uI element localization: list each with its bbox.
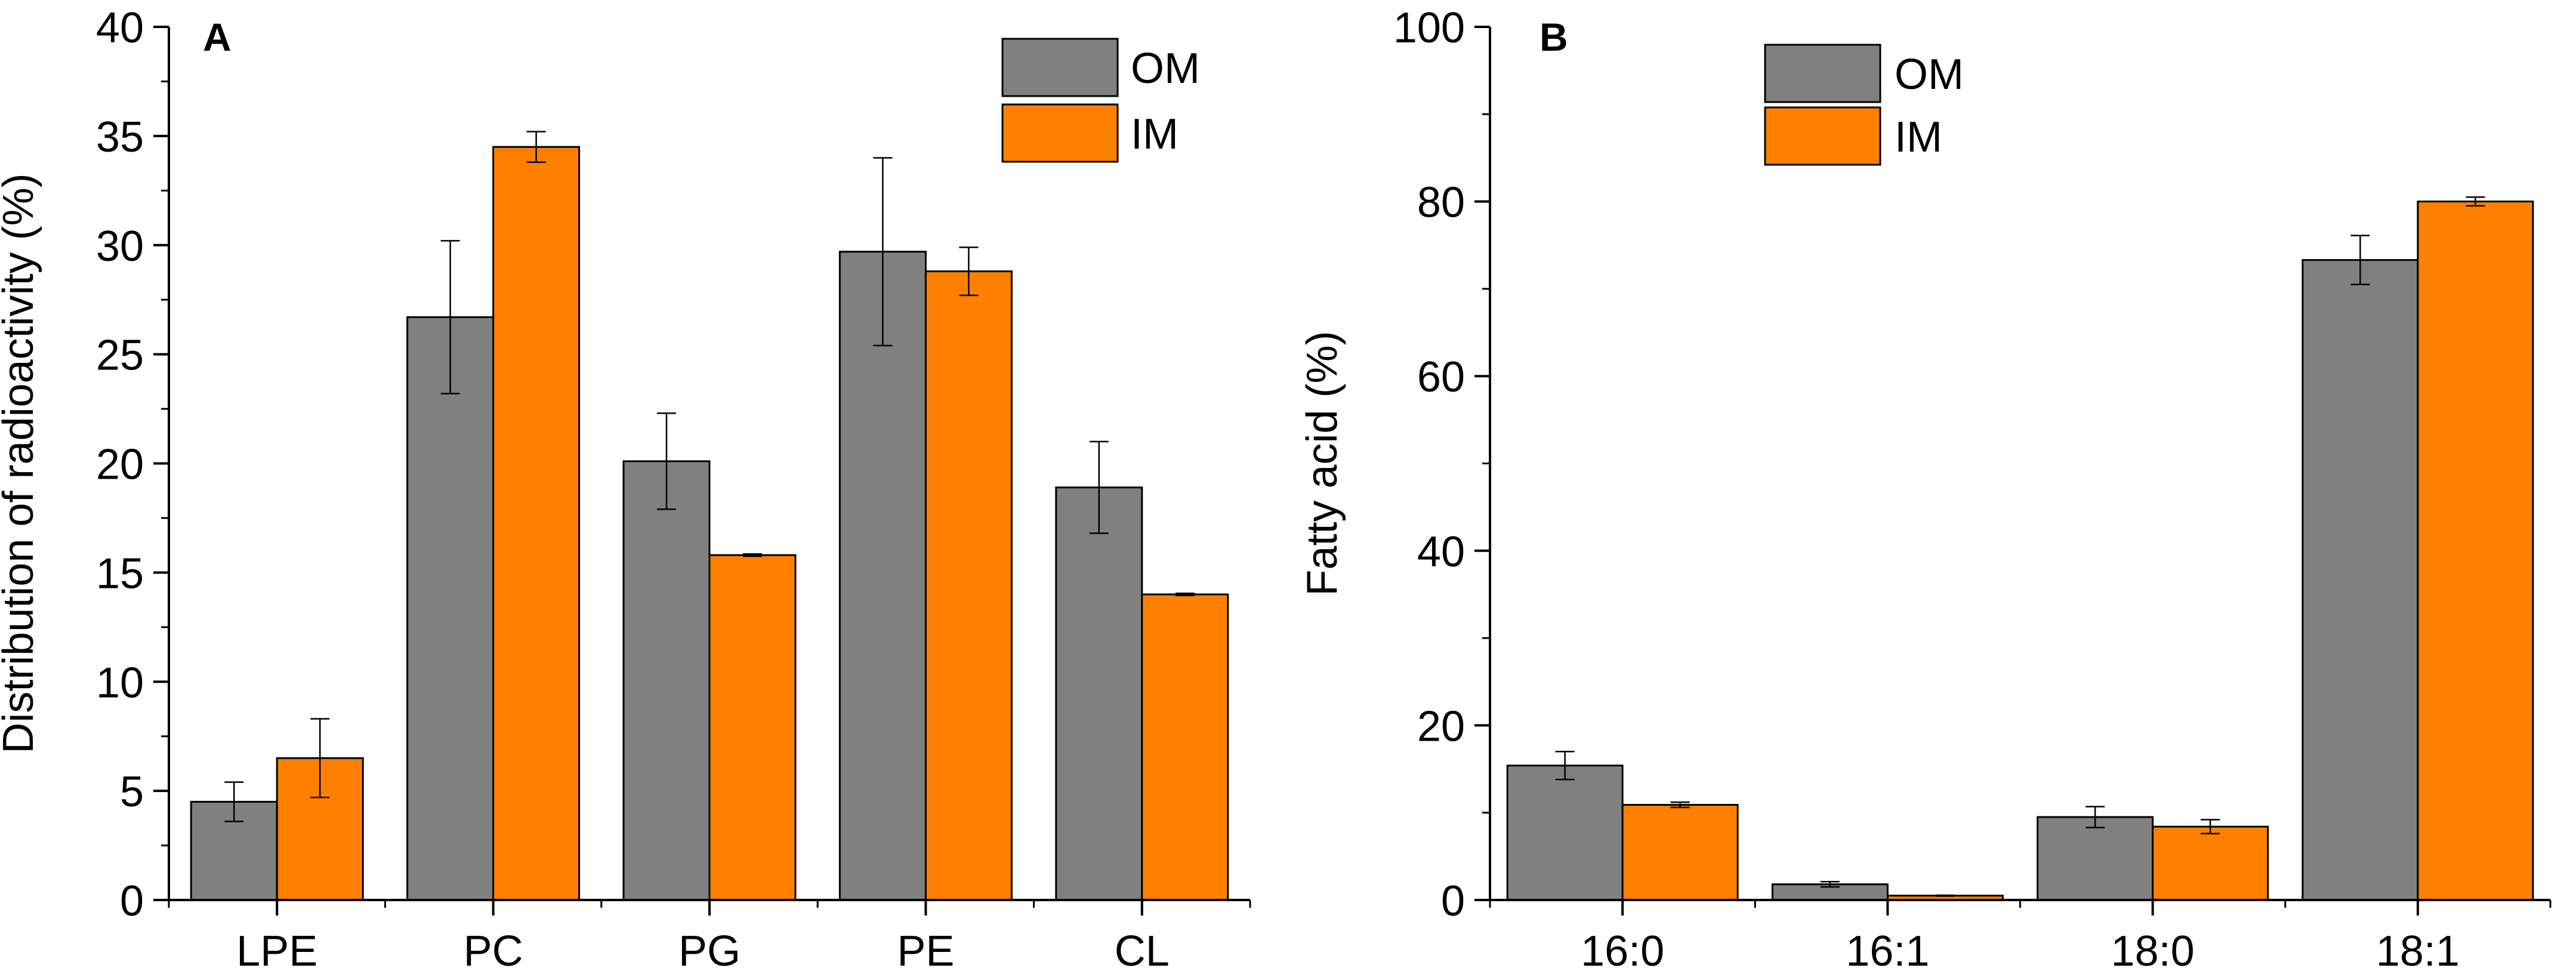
y-tick-label: 35 <box>96 113 144 161</box>
y-tick-label: 0 <box>120 877 144 925</box>
y-tick-label: 80 <box>1417 179 1465 227</box>
bar-om-18-0 <box>2037 816 2154 901</box>
panel-a: 0 5 10 15 20 25 30 35 40 LPE PC PG PE CL Distribution … <box>0 4 1251 975</box>
bar-im-18-1 <box>2417 201 2534 901</box>
error-bar-im-pg <box>743 553 762 557</box>
error-bar-im-cl <box>1175 592 1195 597</box>
legend: OM IM <box>1001 38 1200 163</box>
bars <box>1506 196 2534 901</box>
y-axis-label: Fatty acid (%) <box>1298 331 1346 596</box>
panel-label: A <box>203 15 232 59</box>
error-bar-om-cl <box>1089 440 1109 534</box>
error-bar-im-16-0 <box>1670 801 1690 809</box>
y-tick-label: 60 <box>1417 353 1465 401</box>
y-tick-label: 20 <box>1417 702 1465 750</box>
error-bar-im-16-1 <box>1935 894 1955 897</box>
error-bar-om-lpe <box>224 781 244 822</box>
error-bar-om-16-1 <box>1820 881 1840 888</box>
legend-label-im: IM <box>1131 110 1179 158</box>
bar-im-pc <box>492 146 581 901</box>
y-tick-label: 100 <box>1393 4 1465 52</box>
bar-im-pg <box>708 554 797 901</box>
bar-om-16-0 <box>1506 765 1624 901</box>
panel-label: B <box>1540 15 1568 59</box>
legend-label-om: OM <box>1895 51 1964 98</box>
legend-swatch-im <box>1001 103 1119 163</box>
bar-om-pc <box>406 316 495 901</box>
error-bar-om-16-0 <box>1555 751 1575 781</box>
y-tick-label: 25 <box>96 332 144 380</box>
y-tick-label: 40 <box>1417 528 1465 576</box>
y-axis-label: Distribution of radioactivity (%) <box>0 173 42 753</box>
bar-om-pe <box>838 251 927 901</box>
x-tick-label: PE <box>897 927 954 974</box>
bars <box>190 131 1229 901</box>
error-bar-om-18-0 <box>2086 806 2105 828</box>
error-bar-im-18-0 <box>2201 819 2220 835</box>
bar-om-18-1 <box>2302 259 2419 901</box>
y-tick-label: 30 <box>96 223 144 270</box>
y-tick-label: 15 <box>96 550 144 597</box>
x-tick-label: CL <box>1115 927 1170 974</box>
bar-im-cl <box>1141 593 1229 901</box>
y-tick-label: 40 <box>96 4 144 52</box>
y-tick-label: 0 <box>1441 877 1465 925</box>
error-bar-om-pc <box>440 240 460 395</box>
x-tick-label: PC <box>464 927 523 974</box>
bar-im-16-0 <box>1621 804 1739 901</box>
y-tick-label: 5 <box>120 768 144 816</box>
error-bar-om-pe <box>873 157 893 347</box>
error-bar-om-pg <box>657 412 676 510</box>
legend: OM IM <box>1764 44 1964 166</box>
legend-swatch-im <box>1764 106 1881 166</box>
x-tick-label: 16:1 <box>1846 927 1929 974</box>
panel-b: 0 20 40 60 80 100 16:0 16:1 18:0 18:1 Fatty acid (… <box>1298 4 2552 975</box>
legend-label-om: OM <box>1131 45 1200 93</box>
bar-om-cl <box>1055 486 1143 901</box>
y-tick-label: 10 <box>96 659 144 707</box>
legend-label-im: IM <box>1895 113 1942 161</box>
error-bar-im-lpe <box>310 718 330 799</box>
legend-swatch-om <box>1001 38 1119 97</box>
bar-om-pg <box>622 460 711 901</box>
error-bar-im-pc <box>526 131 546 164</box>
y-tick-label: 20 <box>96 441 144 489</box>
error-bar-im-pe <box>959 246 979 297</box>
bar-im-pe <box>924 270 1013 901</box>
legend-swatch-om <box>1764 44 1881 103</box>
error-bar-om-18-1 <box>2350 235 2370 285</box>
x-tick-label: 18:0 <box>2111 927 2195 974</box>
bar-im-18-0 <box>2152 825 2269 901</box>
x-tick-label: PG <box>678 927 741 974</box>
x-tick-label: LPE <box>236 927 317 974</box>
error-bar-im-18-1 <box>2466 196 2485 207</box>
x-tick-label: 16:0 <box>1581 927 1664 974</box>
x-tick-label: 18:1 <box>2376 927 2460 974</box>
